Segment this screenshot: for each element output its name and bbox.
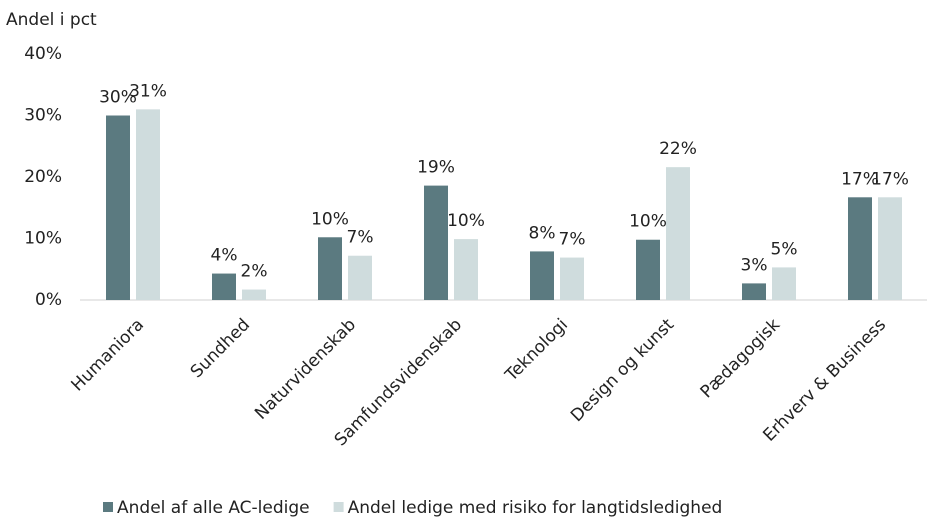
y-tick-label: 30% xyxy=(24,106,62,126)
bar xyxy=(106,115,130,300)
legend-label: Andel ledige med risiko for langtidsledi… xyxy=(348,498,723,518)
data-label: 8% xyxy=(529,223,556,243)
data-label: 4% xyxy=(211,246,238,266)
bar xyxy=(318,237,342,300)
x-tick-label: Erhverv & Business xyxy=(759,315,890,446)
bar xyxy=(666,167,690,300)
data-label: 10% xyxy=(311,209,349,229)
data-label: 7% xyxy=(347,228,374,248)
x-tick-label: Naturvidenskab xyxy=(251,315,360,424)
data-label: 30% xyxy=(99,88,137,108)
data-label: 31% xyxy=(129,81,167,101)
data-label: 3% xyxy=(741,255,768,275)
legend-swatch xyxy=(333,502,344,512)
y-tick-label: 40% xyxy=(24,44,62,64)
x-tick-label: Humaniora xyxy=(68,315,148,395)
data-label: 22% xyxy=(659,139,697,159)
bar xyxy=(772,267,796,300)
bar xyxy=(348,255,372,300)
bar xyxy=(212,273,236,300)
x-tick-label: Teknologi xyxy=(501,315,572,386)
data-label: 7% xyxy=(559,230,586,250)
y-tick-label: 0% xyxy=(35,290,62,310)
legend-swatch xyxy=(103,502,113,512)
legend-label: Andel af alle AC-ledige xyxy=(117,498,310,518)
data-label: 19% xyxy=(417,158,455,178)
bar xyxy=(742,283,766,300)
data-label: 17% xyxy=(871,169,909,189)
bar xyxy=(530,251,554,300)
bar xyxy=(424,185,448,300)
bar xyxy=(848,197,872,300)
data-label: 17% xyxy=(841,169,879,189)
y-tick-label: 20% xyxy=(24,167,62,187)
y-tick-label: 10% xyxy=(24,229,62,249)
bar xyxy=(878,197,902,300)
data-label: 2% xyxy=(241,262,268,282)
bar xyxy=(636,239,660,300)
data-label: 10% xyxy=(447,211,485,231)
y-axis-label: Andel i pct xyxy=(6,10,97,30)
bar xyxy=(454,239,478,300)
x-tick-label: Pædagogisk xyxy=(697,315,784,402)
x-tick-label: Design og kunst xyxy=(567,315,678,426)
data-label: 10% xyxy=(629,212,667,232)
bar xyxy=(136,109,160,300)
bar xyxy=(560,257,584,300)
bar xyxy=(242,289,266,300)
data-label: 5% xyxy=(771,239,798,259)
x-tick-label: Sundhed xyxy=(187,315,254,382)
